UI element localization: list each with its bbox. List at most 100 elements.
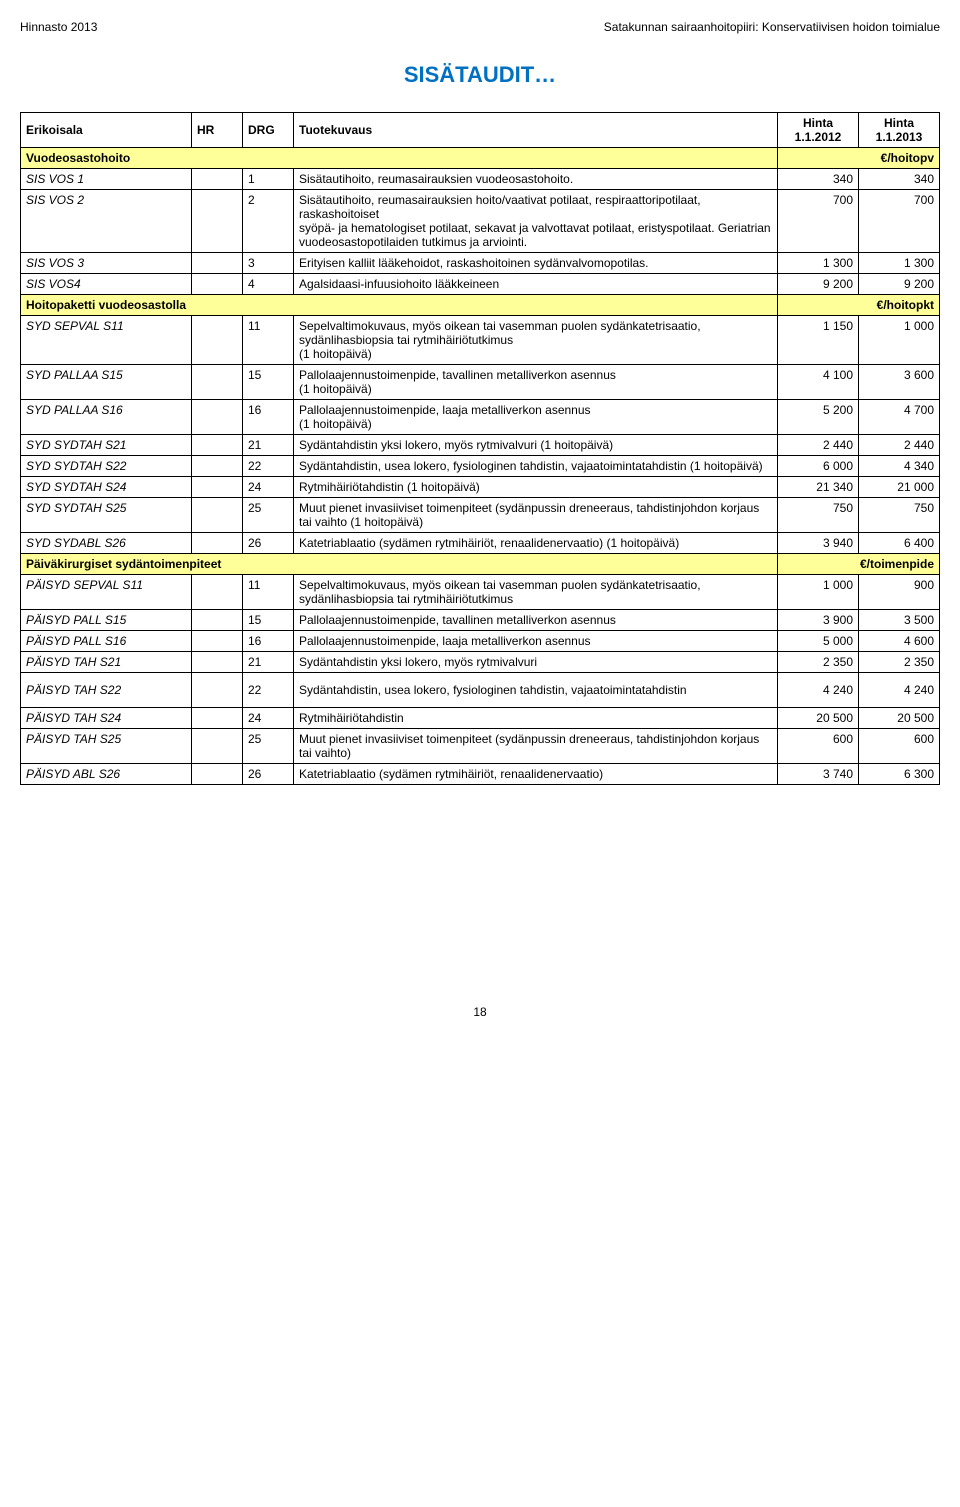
cell-code: SYD SYDABL S26: [21, 533, 192, 554]
cell-desc: Sydäntahdistin yksi lokero, myös rytmiva…: [294, 435, 778, 456]
cell-desc: Pallolaajennustoimenpide, laaja metalliv…: [294, 400, 778, 435]
cell-code: SIS VOS4: [21, 274, 192, 295]
col-erikoisala: Erikoisala: [21, 113, 192, 148]
cell-code: PÄISYD TAH S24: [21, 708, 192, 729]
section-label: Päiväkirurgiset sydäntoimenpiteet: [21, 554, 778, 575]
cell-desc: Sisätautihoito, reumasairauksien hoito/v…: [294, 190, 778, 253]
cell-drg: 15: [243, 365, 294, 400]
cell-drg: 26: [243, 764, 294, 785]
cell-price-2012: 3 900: [778, 610, 859, 631]
cell-drg: 24: [243, 708, 294, 729]
cell-drg: 3: [243, 253, 294, 274]
cell-drg: 16: [243, 400, 294, 435]
cell-price-2013: 4 240: [859, 673, 940, 708]
section-row: Hoitopaketti vuodeosastolla€/hoitopkt: [21, 295, 940, 316]
cell-desc: Katetriablaatio (sydämen rytmihäiriöt, r…: [294, 533, 778, 554]
section-label: Hoitopaketti vuodeosastolla: [21, 295, 778, 316]
cell-code: PÄISYD TAH S22: [21, 673, 192, 708]
table-row: SYD SYDTAH S2222Sydäntahdistin, usea lok…: [21, 456, 940, 477]
cell-drg: 25: [243, 498, 294, 533]
cell-price-2012: 2 350: [778, 652, 859, 673]
cell-hr: [192, 274, 243, 295]
cell-hr: [192, 456, 243, 477]
cell-hr: [192, 253, 243, 274]
section-row: Päiväkirurgiset sydäntoimenpiteet€/toime…: [21, 554, 940, 575]
cell-hr: [192, 610, 243, 631]
cell-code: SIS VOS 1: [21, 169, 192, 190]
cell-desc: Sepelvaltimokuvaus, myös oikean tai vase…: [294, 316, 778, 365]
cell-hr: [192, 190, 243, 253]
cell-price-2013: 900: [859, 575, 940, 610]
cell-drg: 11: [243, 316, 294, 365]
cell-desc: Muut pienet invasiiviset toimenpiteet (s…: [294, 729, 778, 764]
cell-code: PÄISYD PALL S16: [21, 631, 192, 652]
cell-price-2012: 3 740: [778, 764, 859, 785]
table-row: PÄISYD ABL S2626Katetriablaatio (sydämen…: [21, 764, 940, 785]
cell-desc: Sisätautihoito, reumasairauksien vuodeos…: [294, 169, 778, 190]
cell-price-2012: 2 440: [778, 435, 859, 456]
cell-price-2013: 2 440: [859, 435, 940, 456]
cell-hr: [192, 631, 243, 652]
cell-hr: [192, 169, 243, 190]
cell-price-2012: 700: [778, 190, 859, 253]
cell-price-2013: 2 350: [859, 652, 940, 673]
cell-desc: Sydäntahdistin, usea lokero, fysiologine…: [294, 673, 778, 708]
cell-drg: 24: [243, 477, 294, 498]
table-row: SYD SYDTAH S2424Rytmihäiriötahdistin (1 …: [21, 477, 940, 498]
cell-drg: 22: [243, 673, 294, 708]
cell-price-2012: 750: [778, 498, 859, 533]
cell-code: PÄISYD ABL S26: [21, 764, 192, 785]
cell-hr: [192, 533, 243, 554]
cell-price-2012: 5 000: [778, 631, 859, 652]
table-row: PÄISYD SEPVAL S1111Sepelvaltimokuvaus, m…: [21, 575, 940, 610]
cell-desc: Agalsidaasi-infuusiohoito lääkkeineen: [294, 274, 778, 295]
cell-code: SYD SEPVAL S11: [21, 316, 192, 365]
cell-drg: 2: [243, 190, 294, 253]
section-label: Vuodeosastohoito: [21, 148, 778, 169]
cell-desc: Muut pienet invasiiviset toimenpiteet (s…: [294, 498, 778, 533]
section-unit: €/toimenpide: [778, 554, 940, 575]
cell-code: SYD SYDTAH S22: [21, 456, 192, 477]
cell-drg: 26: [243, 533, 294, 554]
cell-hr: [192, 708, 243, 729]
section-unit: €/hoitopkt: [778, 295, 940, 316]
cell-price-2013: 6 400: [859, 533, 940, 554]
header-left: Hinnasto 2013: [20, 20, 97, 34]
cell-hr: [192, 764, 243, 785]
table-row: SYD SYDABL S26 26Katetriablaatio (sydämen…: [21, 533, 940, 554]
cell-code: PÄISYD SEPVAL S11: [21, 575, 192, 610]
table-row: SIS VOS 11Sisätautihoito, reumasairauksi…: [21, 169, 940, 190]
cell-drg: 4: [243, 274, 294, 295]
cell-price-2013: 4 340: [859, 456, 940, 477]
cell-price-2012: 1 300: [778, 253, 859, 274]
cell-code: SYD SYDTAH S21: [21, 435, 192, 456]
cell-code: SIS VOS 2: [21, 190, 192, 253]
cell-desc: Pallolaajennustoimenpide, tavallinen met…: [294, 365, 778, 400]
section-unit: €/hoitopv: [778, 148, 940, 169]
cell-desc: Sydäntahdistin yksi lokero, myös rytmiva…: [294, 652, 778, 673]
cell-price-2012: 5 200: [778, 400, 859, 435]
cell-hr: [192, 400, 243, 435]
cell-price-2012: 600: [778, 729, 859, 764]
cell-price-2012: 1 000: [778, 575, 859, 610]
page-title: SISÄTAUDIT…: [20, 62, 940, 88]
cell-price-2012: 4 240: [778, 673, 859, 708]
cell-desc: Rytmihäiriötahdistin (1 hoitopäivä): [294, 477, 778, 498]
cell-price-2013: 3 500: [859, 610, 940, 631]
cell-price-2012: 6 000: [778, 456, 859, 477]
cell-price-2012: 9 200: [778, 274, 859, 295]
cell-price-2012: 340: [778, 169, 859, 190]
cell-price-2013: 21 000: [859, 477, 940, 498]
table-row: PÄISYD TAH S2525Muut pienet invasiiviset…: [21, 729, 940, 764]
cell-code: SYD PALLAA S15: [21, 365, 192, 400]
cell-drg: 25: [243, 729, 294, 764]
cell-code: SYD SYDTAH S25: [21, 498, 192, 533]
price-table: Erikoisala HR DRG Tuotekuvaus Hinta1.1.2…: [20, 112, 940, 785]
cell-code: PÄISYD TAH S21: [21, 652, 192, 673]
cell-hr: [192, 673, 243, 708]
table-row: PÄISYD PALL S1515Pallolaajennustoimenpid…: [21, 610, 940, 631]
page-number: 18: [20, 1005, 940, 1019]
cell-price-2013: 600: [859, 729, 940, 764]
cell-code: SIS VOS 3: [21, 253, 192, 274]
table-row: PÄISYD TAH S2121Sydäntahdistin yksi loke…: [21, 652, 940, 673]
